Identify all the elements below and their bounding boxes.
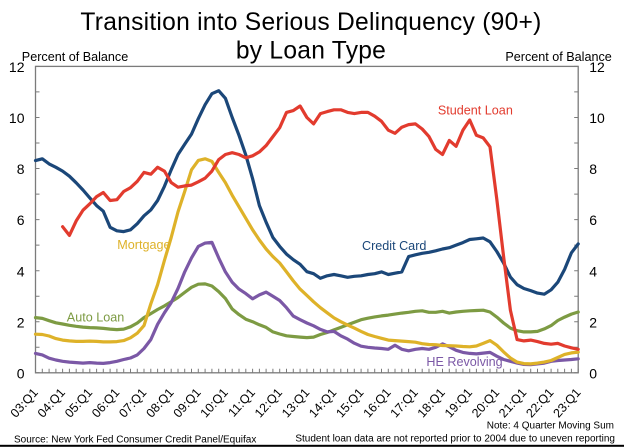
svg-text:0: 0 <box>589 365 597 381</box>
svg-text:Source: New York Fed Consumer: Source: New York Fed Consumer Credit Pan… <box>14 435 256 446</box>
svg-text:4: 4 <box>17 263 25 279</box>
svg-text:Student Loan: Student Loan <box>438 104 513 118</box>
svg-text:Credit Card: Credit Card <box>362 239 426 253</box>
svg-text:2: 2 <box>17 314 25 330</box>
svg-text:by Loan Type: by Loan Type <box>236 37 386 64</box>
svg-text:Auto Loan: Auto Loan <box>67 311 124 325</box>
svg-text:0: 0 <box>17 365 25 381</box>
svg-text:Transition into Serious Delinq: Transition into Serious Delinquency (90+… <box>80 9 541 36</box>
svg-text:8: 8 <box>589 161 597 177</box>
svg-text:Student loan data are not repo: Student loan data are not reported prior… <box>295 434 615 445</box>
svg-text:6: 6 <box>589 212 597 228</box>
svg-text:Mortgage: Mortgage <box>117 238 170 252</box>
svg-text:2: 2 <box>589 314 597 330</box>
svg-text:Note: 4 Quarter Moving Sum: Note: 4 Quarter Moving Sum <box>487 420 614 431</box>
svg-text:Percent of Balance: Percent of Balance <box>505 50 611 64</box>
svg-text:12: 12 <box>589 59 605 75</box>
svg-text:HE Revolving: HE Revolving <box>426 355 502 369</box>
svg-text:8: 8 <box>17 161 25 177</box>
svg-text:Percent of Balance: Percent of Balance <box>22 50 128 64</box>
svg-text:10: 10 <box>589 110 605 126</box>
svg-text:4: 4 <box>589 263 597 279</box>
svg-text:6: 6 <box>17 212 25 228</box>
svg-text:12: 12 <box>9 59 25 75</box>
svg-text:10: 10 <box>9 110 25 126</box>
